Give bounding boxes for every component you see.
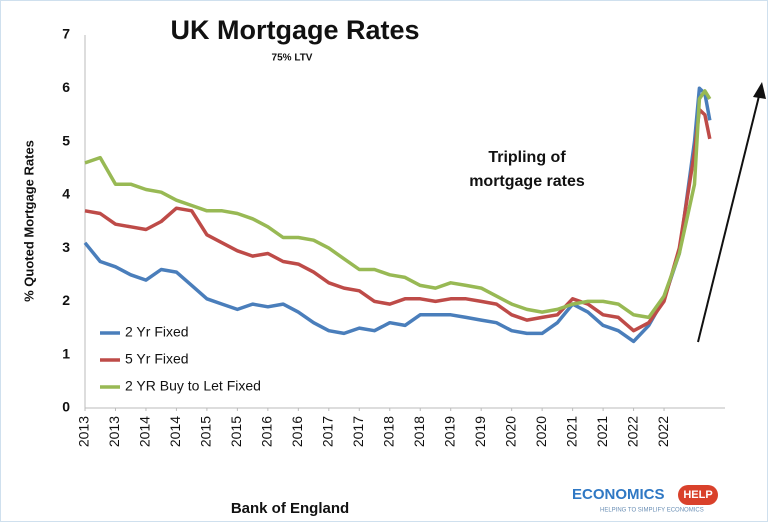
series-line (83, 86, 712, 344)
legend-label: 2 YR Buy to Let Fixed (125, 378, 261, 394)
x-tick-label: 2018 (411, 416, 427, 447)
x-tick-label: 2022 (655, 416, 671, 447)
chart-subtitle: 75% LTV (272, 53, 313, 64)
annotation: Tripling of (488, 149, 566, 166)
legend-label: 5 Yr Fixed (125, 351, 189, 367)
logo-text: ECONOMICS (572, 486, 665, 503)
y-tick-label: 5 (62, 132, 70, 148)
x-tick-label: 2021 (594, 416, 610, 447)
arrow-head (753, 82, 766, 99)
x-tick-label: 2016 (259, 416, 275, 447)
x-tick-label: 2013 (106, 416, 122, 447)
x-tick-label: 2016 (289, 416, 305, 447)
y-tick-label: 3 (62, 239, 70, 255)
legend-label: 2 Yr Fixed (125, 324, 189, 340)
x-tick-label: 2013 (76, 416, 92, 447)
logo-tagline: HELPING TO SIMPLIFY ECONOMICS (600, 508, 704, 514)
x-tick-label: 2018 (380, 416, 396, 447)
x-tick-label: 2014 (137, 416, 153, 447)
series-line (84, 107, 712, 333)
y-tick-label: 6 (62, 79, 70, 95)
source: Bank of England (231, 500, 349, 517)
y-tick-label: 0 (62, 399, 70, 415)
y-axis-label: % Quoted Mortgage Rates (21, 140, 36, 302)
x-tick-label: 2019 (472, 416, 488, 447)
series-line (84, 89, 712, 320)
logo-badge (678, 485, 718, 505)
x-tick-label: 2020 (502, 416, 518, 447)
annotation: mortgage rates (469, 173, 585, 190)
y-tick-label: 4 (62, 186, 70, 202)
x-tick-label: 2017 (320, 416, 336, 447)
y-tick-label: 2 (62, 292, 70, 308)
x-tick-label: 2017 (350, 416, 366, 447)
x-tick-label: 2020 (533, 416, 549, 447)
y-tick-label: 7 (62, 26, 70, 42)
y-tick-label: 1 (62, 345, 70, 361)
x-tick-label: 2022 (624, 416, 640, 447)
logo-text: HELP (683, 489, 712, 501)
arrow (697, 91, 761, 343)
x-tick-label: 2015 (228, 416, 244, 447)
chart-title: UK Mortgage Rates (170, 15, 419, 45)
x-tick-label: 2015 (198, 416, 214, 447)
x-tick-label: 2014 (167, 416, 183, 447)
x-tick-label: 2021 (563, 416, 579, 447)
x-tick-label: 2019 (441, 416, 457, 447)
